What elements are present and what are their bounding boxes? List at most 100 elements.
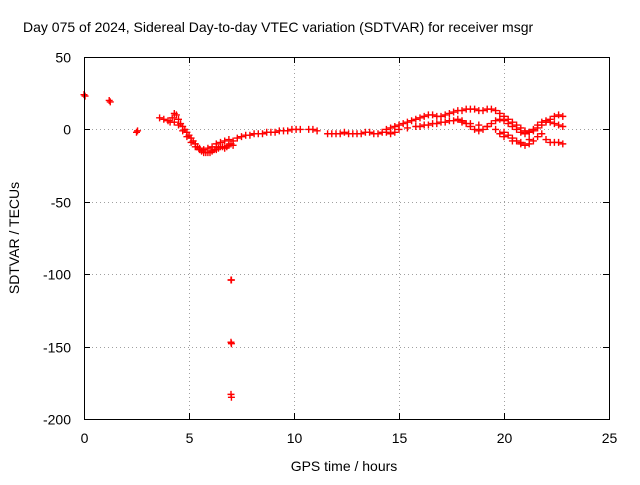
data-point	[395, 125, 403, 133]
data-point	[504, 120, 512, 128]
data-point	[559, 140, 567, 148]
grid-layer	[84, 57, 609, 419]
y-tick-label: 50	[55, 50, 71, 66]
data-point	[284, 127, 292, 135]
x-axis-label: GPS time / hours	[291, 458, 398, 474]
series-track-middle	[233, 125, 399, 142]
x-tick-label: 0	[81, 430, 89, 446]
data-point	[471, 125, 479, 133]
data-point	[160, 115, 168, 123]
data-point	[296, 125, 304, 133]
data-point	[196, 144, 203, 152]
data-point	[525, 136, 533, 144]
data-point	[313, 127, 321, 135]
data-point	[433, 120, 441, 128]
data-point	[191, 143, 199, 151]
data-point	[429, 111, 437, 119]
data-point	[546, 118, 554, 126]
data-point	[466, 120, 474, 128]
data-point	[559, 123, 567, 131]
data-point	[483, 123, 491, 131]
data-point	[487, 105, 495, 113]
data-point	[187, 138, 195, 146]
data-point	[479, 107, 487, 115]
data-point	[200, 146, 208, 154]
chart-title: Day 075 of 2024, Sidereal Day-to-day VTE…	[23, 19, 533, 35]
data-point	[441, 118, 449, 126]
y-tick-label: -200	[43, 412, 71, 428]
data-point	[227, 276, 235, 284]
x-tick-label: 15	[392, 430, 408, 446]
data-point	[525, 128, 533, 136]
data-point	[492, 125, 500, 133]
data-point	[212, 140, 220, 148]
data-point	[227, 393, 235, 401]
data-point	[420, 112, 428, 120]
data-point	[424, 121, 432, 129]
data-point	[133, 128, 140, 136]
data-point	[168, 114, 176, 122]
data-point	[374, 130, 382, 138]
data-point	[508, 123, 516, 131]
data-point	[475, 121, 483, 129]
data-point	[479, 125, 487, 133]
data-point	[471, 105, 479, 113]
y-tick-label: -50	[51, 195, 71, 211]
data-point	[170, 118, 178, 126]
data-point	[382, 125, 390, 133]
data-point	[412, 115, 420, 123]
data-point	[517, 138, 525, 146]
data-point	[542, 117, 550, 125]
data-point	[399, 120, 407, 128]
data-point	[340, 128, 348, 136]
data-point	[441, 111, 449, 119]
data-point	[179, 127, 187, 135]
data-point	[521, 141, 529, 149]
x-tick-label: 5	[186, 430, 194, 446]
data-point	[559, 112, 567, 120]
data-point	[496, 130, 504, 138]
data-point	[391, 123, 399, 131]
y-axis-label: SDTVAR / TECUs	[6, 182, 22, 294]
data-point	[208, 143, 216, 151]
data-point	[81, 92, 89, 100]
data-point	[105, 96, 113, 104]
data-point	[454, 115, 462, 123]
plot-frame	[84, 57, 610, 420]
data-point	[229, 137, 237, 145]
data-point	[504, 131, 512, 139]
series-track-late-lower	[416, 117, 567, 149]
series-track-late-middle	[395, 115, 567, 138]
data-point	[542, 136, 550, 144]
data-point	[538, 130, 546, 138]
data-point	[183, 133, 191, 141]
data-point	[416, 114, 424, 122]
data-point	[227, 340, 235, 348]
data-point	[450, 117, 458, 125]
data-layer	[80, 91, 567, 401]
data-point	[408, 117, 416, 125]
x-tick-label: 20	[497, 430, 513, 446]
data-point	[555, 111, 563, 119]
series-outliers	[80, 91, 235, 401]
data-point	[492, 117, 500, 125]
x-tick-label: 10	[287, 430, 303, 446]
data-point	[529, 137, 537, 145]
data-point	[513, 125, 521, 133]
data-point	[529, 125, 537, 133]
data-point	[445, 109, 453, 117]
data-point	[458, 118, 466, 126]
data-point	[134, 127, 142, 135]
data-point	[217, 138, 224, 146]
data-point	[550, 120, 558, 128]
data-point	[175, 121, 182, 129]
data-point	[492, 107, 500, 115]
data-point	[259, 130, 266, 138]
data-point	[487, 120, 495, 128]
data-point	[309, 125, 317, 133]
series-track-early	[156, 109, 237, 157]
data-point	[357, 130, 365, 138]
tick-layer: 0 5 10 15 20 25 -200 -150 -100 -50 0 50	[43, 50, 618, 447]
data-point	[534, 121, 542, 129]
data-point	[555, 121, 563, 129]
